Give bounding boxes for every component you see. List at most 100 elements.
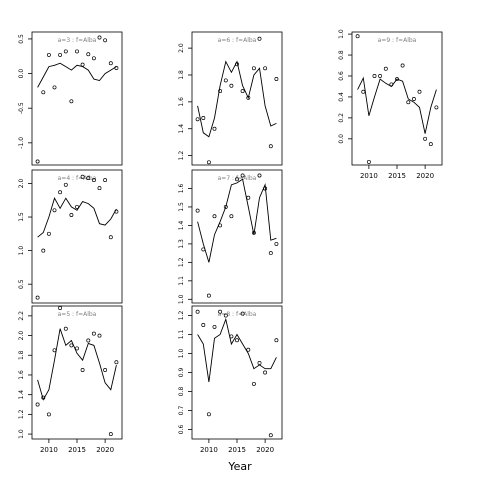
data-point: [235, 177, 239, 182]
y-tick-label: 1.5: [178, 202, 185, 212]
data-point: [274, 338, 279, 343]
data-point: [114, 66, 119, 70]
data-point: [46, 52, 51, 57]
x-tick-label: 2010: [40, 446, 58, 454]
panel-frame: [191, 169, 283, 304]
panel-5: a=7 : f=Alba 1.0 1.1 1.2 1.3 1.4 1.5 1.6: [178, 169, 283, 304]
y-tick-label: 1.0: [18, 246, 25, 256]
y-tick-label: 0.9: [178, 368, 185, 378]
x-tick-label: 2020: [416, 172, 434, 180]
data-point: [263, 66, 268, 71]
y-tick-label: 1.8: [178, 70, 185, 80]
data-point: [86, 176, 91, 181]
data-point: [268, 144, 273, 149]
data-point: [63, 326, 68, 331]
data-point: [80, 62, 85, 67]
data-point: [229, 214, 234, 219]
data-point: [372, 74, 377, 78]
y-tick-label: 1.0: [178, 294, 185, 304]
data-point: [69, 99, 74, 104]
fitted-line: [37, 197, 117, 238]
x-tick-label: 2020: [256, 446, 274, 454]
data-point: [58, 190, 63, 195]
y-tick-label: 0.8: [178, 387, 185, 397]
data-point: [201, 247, 206, 252]
data-point: [223, 204, 228, 209]
panel-title: a=8 : f=Alba: [218, 311, 257, 318]
data-point: [263, 370, 268, 375]
y-tick-label: 1.4: [18, 390, 25, 400]
data-point: [201, 116, 206, 120]
data-point: [366, 159, 371, 164]
data-point: [91, 56, 96, 61]
data-point: [46, 231, 51, 236]
x-tick-label: 2015: [388, 172, 406, 180]
data-point: [240, 173, 245, 178]
data-point: [229, 334, 234, 339]
data-point: [218, 223, 223, 228]
data-point: [108, 235, 113, 240]
data-point: [58, 306, 63, 310]
panel-frame: [31, 169, 123, 304]
panel-title: a=9 : f=Alba: [378, 37, 417, 44]
x-tick-label: 2015: [228, 446, 246, 454]
data-point: [69, 213, 74, 217]
data-point: [69, 343, 74, 348]
data-point: [75, 49, 79, 54]
data-point: [212, 324, 217, 329]
y-tick-label: 2.0: [18, 178, 25, 188]
y-tick-label: 1.6: [178, 97, 185, 107]
data-point: [246, 195, 251, 200]
fitted-line: [197, 60, 277, 138]
data-point: [406, 100, 411, 105]
data-point: [75, 204, 79, 209]
y-tick-label: 0.5: [18, 34, 25, 44]
data-point: [355, 34, 360, 39]
data-point: [103, 368, 108, 372]
panel-3: a=9 : f=Alba 0.0 0.2 0.4 0.6 0.8 1.0 2010 2015 20…: [338, 29, 443, 180]
data-point: [206, 160, 211, 165]
data-point: [91, 331, 96, 336]
y-tick-label: 1.2: [178, 151, 185, 161]
data-point: [52, 208, 57, 213]
data-point: [235, 338, 239, 343]
data-point: [423, 136, 428, 141]
y-tick-label: 0.4: [338, 92, 345, 102]
data-point: [206, 412, 211, 417]
y-tick-label: 1.0: [338, 29, 345, 39]
data-point: [91, 178, 96, 183]
y-tick-label: 0.8: [338, 50, 345, 60]
data-point: [201, 323, 206, 327]
y-tick-label: 0.7: [178, 406, 185, 416]
y-tick-label: 1.6: [178, 184, 185, 194]
data-point: [63, 49, 68, 54]
panels: a=3 : f=Alba -1.0 -0.5 0.0 0.5 a=6 : f=Alba 1.…: [18, 29, 443, 454]
data-point: [411, 97, 416, 101]
data-point: [223, 78, 228, 83]
data-point: [389, 82, 394, 87]
data-point: [63, 182, 68, 187]
data-point: [195, 208, 200, 213]
y-tick-label: 1.2: [178, 257, 185, 267]
data-point: [257, 36, 262, 41]
fitted-line: [357, 76, 437, 134]
data-point: [263, 186, 268, 191]
panel-6: a=5 : f=Alba 1.0 1.2 1.4 1.6 1.8 2.0 2.2 2010 201…: [18, 305, 123, 454]
data-point: [251, 66, 256, 71]
y-tick-label: -0.5: [18, 102, 25, 114]
fitted-line: [197, 317, 277, 383]
data-point: [240, 89, 245, 94]
data-point: [218, 89, 223, 94]
x-axis-label: Year: [227, 460, 252, 473]
data-point: [86, 52, 91, 57]
y-tick-label: 1.6: [18, 370, 25, 380]
x-tick-label: 2010: [360, 172, 378, 180]
data-point: [229, 83, 234, 88]
data-point: [86, 338, 91, 343]
data-point: [268, 251, 273, 256]
data-point: [114, 360, 119, 365]
data-point: [46, 412, 51, 417]
data-point: [35, 159, 40, 164]
y-tick-label: 1.1: [178, 330, 185, 340]
